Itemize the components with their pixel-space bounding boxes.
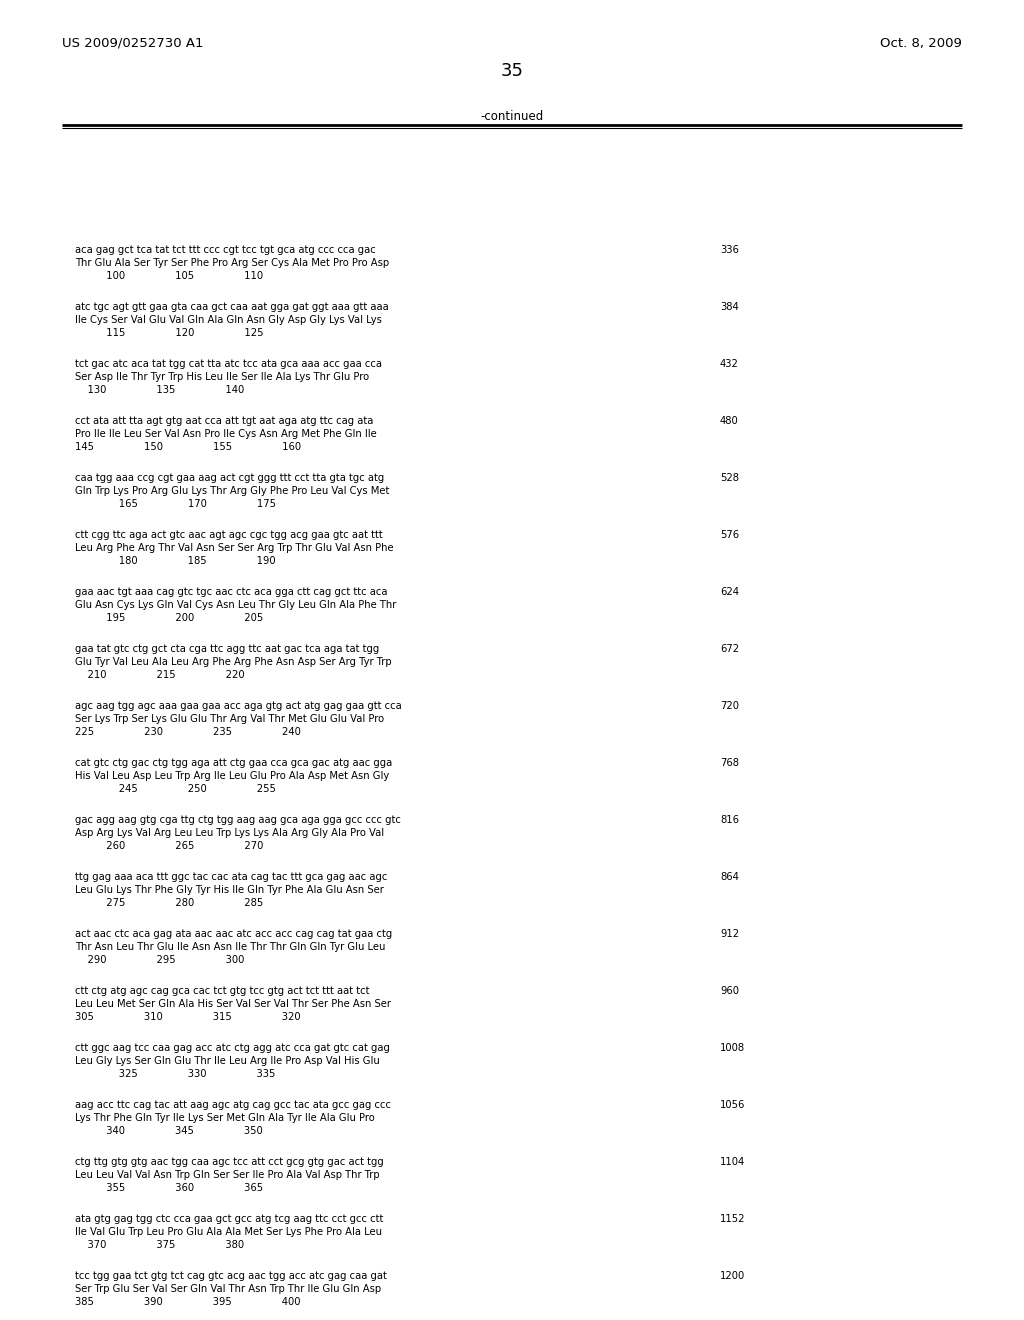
Text: Ile Cys Ser Val Glu Val Gln Ala Gln Asn Gly Asp Gly Lys Val Lys: Ile Cys Ser Val Glu Val Gln Ala Gln Asn …	[75, 315, 382, 325]
Text: Ile Val Glu Trp Leu Pro Glu Ala Ala Met Ser Lys Phe Pro Ala Leu: Ile Val Glu Trp Leu Pro Glu Ala Ala Met …	[75, 1228, 382, 1237]
Text: US 2009/0252730 A1: US 2009/0252730 A1	[62, 37, 204, 50]
Text: 1008: 1008	[720, 1043, 745, 1053]
Text: Thr Glu Ala Ser Tyr Ser Phe Pro Arg Ser Cys Ala Met Pro Pro Asp: Thr Glu Ala Ser Tyr Ser Phe Pro Arg Ser …	[75, 257, 389, 268]
Text: Leu Glu Lys Thr Phe Gly Tyr His Ile Gln Tyr Phe Ala Glu Asn Ser: Leu Glu Lys Thr Phe Gly Tyr His Ile Gln …	[75, 884, 384, 895]
Text: 864: 864	[720, 873, 739, 882]
Text: ctt ggc aag tcc caa gag acc atc ctg agg atc cca gat gtc cat gag: ctt ggc aag tcc caa gag acc atc ctg agg …	[75, 1043, 390, 1053]
Text: 260                265                270: 260 265 270	[75, 841, 263, 851]
Text: 816: 816	[720, 814, 739, 825]
Text: aag acc ttc cag tac att aag agc atg cag gcc tac ata gcc gag ccc: aag acc ttc cag tac att aag agc atg cag …	[75, 1100, 391, 1110]
Text: 245                250                255: 245 250 255	[75, 784, 275, 795]
Text: ctt cgg ttc aga act gtc aac agt agc cgc tgg acg gaa gtc aat ttt: ctt cgg ttc aga act gtc aac agt agc cgc …	[75, 531, 383, 540]
Text: 340                345                350: 340 345 350	[75, 1126, 263, 1137]
Text: 210                215                220: 210 215 220	[75, 671, 245, 680]
Text: Ser Asp Ile Thr Tyr Trp His Leu Ile Ser Ile Ala Lys Thr Glu Pro: Ser Asp Ile Thr Tyr Trp His Leu Ile Ser …	[75, 372, 369, 381]
Text: 528: 528	[720, 473, 739, 483]
Text: Asp Arg Lys Val Arg Leu Leu Trp Lys Lys Ala Arg Gly Ala Pro Val: Asp Arg Lys Val Arg Leu Leu Trp Lys Lys …	[75, 828, 384, 838]
Text: 145                150                155                160: 145 150 155 160	[75, 442, 301, 451]
Text: Thr Asn Leu Thr Glu Ile Asn Asn Ile Thr Thr Gln Gln Tyr Glu Leu: Thr Asn Leu Thr Glu Ile Asn Asn Ile Thr …	[75, 942, 385, 952]
Text: 1056: 1056	[720, 1100, 745, 1110]
Text: 385                390                395                400: 385 390 395 400	[75, 1298, 300, 1307]
Text: atc tgc agt gtt gaa gta caa gct caa aat gga gat ggt aaa gtt aaa: atc tgc agt gtt gaa gta caa gct caa aat …	[75, 302, 389, 312]
Text: 370                375                380: 370 375 380	[75, 1239, 244, 1250]
Text: 1200: 1200	[720, 1271, 745, 1280]
Text: 165                170                175: 165 170 175	[75, 499, 276, 510]
Text: 275                280                285: 275 280 285	[75, 898, 263, 908]
Text: gaa tat gtc ctg gct cta cga ttc agg ttc aat gac tca aga tat tgg: gaa tat gtc ctg gct cta cga ttc agg ttc …	[75, 644, 379, 653]
Text: cat gtc ctg gac ctg tgg aga att ctg gaa cca gca gac atg aac gga: cat gtc ctg gac ctg tgg aga att ctg gaa …	[75, 758, 392, 768]
Text: Glu Asn Cys Lys Gln Val Cys Asn Leu Thr Gly Leu Gln Ala Phe Thr: Glu Asn Cys Lys Gln Val Cys Asn Leu Thr …	[75, 601, 396, 610]
Text: ttg gag aaa aca ttt ggc tac cac ata cag tac ttt gca gag aac agc: ttg gag aaa aca ttt ggc tac cac ata cag …	[75, 873, 387, 882]
Text: 576: 576	[720, 531, 739, 540]
Text: Leu Gly Lys Ser Gln Glu Thr Ile Leu Arg Ile Pro Asp Val His Glu: Leu Gly Lys Ser Gln Glu Thr Ile Leu Arg …	[75, 1056, 380, 1067]
Text: 100                105                110: 100 105 110	[75, 271, 263, 281]
Text: Ser Lys Trp Ser Lys Glu Glu Thr Arg Val Thr Met Glu Glu Val Pro: Ser Lys Trp Ser Lys Glu Glu Thr Arg Val …	[75, 714, 384, 723]
Text: Gln Trp Lys Pro Arg Glu Lys Thr Arg Gly Phe Pro Leu Val Cys Met: Gln Trp Lys Pro Arg Glu Lys Thr Arg Gly …	[75, 486, 389, 496]
Text: aca gag gct tca tat tct ttt ccc cgt tcc tgt gca atg ccc cca gac: aca gag gct tca tat tct ttt ccc cgt tcc …	[75, 246, 376, 255]
Text: 672: 672	[720, 644, 739, 653]
Text: 115                120                125: 115 120 125	[75, 327, 263, 338]
Text: Glu Tyr Val Leu Ala Leu Arg Phe Arg Phe Asn Asp Ser Arg Tyr Trp: Glu Tyr Val Leu Ala Leu Arg Phe Arg Phe …	[75, 657, 391, 667]
Text: 1104: 1104	[720, 1158, 745, 1167]
Text: Leu Arg Phe Arg Thr Val Asn Ser Ser Arg Trp Thr Glu Val Asn Phe: Leu Arg Phe Arg Thr Val Asn Ser Ser Arg …	[75, 543, 393, 553]
Text: Ser Trp Glu Ser Val Ser Gln Val Thr Asn Trp Thr Ile Glu Gln Asp: Ser Trp Glu Ser Val Ser Gln Val Thr Asn …	[75, 1284, 381, 1294]
Text: 130                135                140: 130 135 140	[75, 385, 245, 395]
Text: act aac ctc aca gag ata aac aac atc acc acc cag cag tat gaa ctg: act aac ctc aca gag ata aac aac atc acc …	[75, 929, 392, 939]
Text: ctg ttg gtg gtg aac tgg caa agc tcc att cct gcg gtg gac act tgg: ctg ttg gtg gtg aac tgg caa agc tcc att …	[75, 1158, 384, 1167]
Text: ctt ctg atg agc cag gca cac tct gtg tcc gtg act tct ttt aat tct: ctt ctg atg agc cag gca cac tct gtg tcc …	[75, 986, 370, 997]
Text: gaa aac tgt aaa cag gtc tgc aac ctc aca gga ctt cag gct ttc aca: gaa aac tgt aaa cag gtc tgc aac ctc aca …	[75, 587, 387, 597]
Text: tcc tgg gaa tct gtg tct cag gtc acg aac tgg acc atc gag caa gat: tcc tgg gaa tct gtg tct cag gtc acg aac …	[75, 1271, 387, 1280]
Text: caa tgg aaa ccg cgt gaa aag act cgt ggg ttt cct tta gta tgc atg: caa tgg aaa ccg cgt gaa aag act cgt ggg …	[75, 473, 384, 483]
Text: 336: 336	[720, 246, 739, 255]
Text: Lys Thr Phe Gln Tyr Ile Lys Ser Met Gln Ala Tyr Ile Ala Glu Pro: Lys Thr Phe Gln Tyr Ile Lys Ser Met Gln …	[75, 1113, 375, 1123]
Text: 355                360                365: 355 360 365	[75, 1183, 263, 1193]
Text: 290                295                300: 290 295 300	[75, 954, 245, 965]
Text: 180                185                190: 180 185 190	[75, 556, 275, 566]
Text: Leu Leu Val Val Asn Trp Gln Ser Ser Ile Pro Ala Val Asp Thr Trp: Leu Leu Val Val Asn Trp Gln Ser Ser Ile …	[75, 1170, 380, 1180]
Text: Pro Ile Ile Leu Ser Val Asn Pro Ile Cys Asn Arg Met Phe Gln Ile: Pro Ile Ile Leu Ser Val Asn Pro Ile Cys …	[75, 429, 377, 440]
Text: -continued: -continued	[480, 110, 544, 123]
Text: 432: 432	[720, 359, 739, 370]
Text: 768: 768	[720, 758, 739, 768]
Text: 305                310                315                320: 305 310 315 320	[75, 1012, 301, 1022]
Text: tct gac atc aca tat tgg cat tta atc tcc ata gca aaa acc gaa cca: tct gac atc aca tat tgg cat tta atc tcc …	[75, 359, 382, 370]
Text: 960: 960	[720, 986, 739, 997]
Text: 35: 35	[501, 62, 523, 81]
Text: agc aag tgg agc aaa gaa gaa acc aga gtg act atg gag gaa gtt cca: agc aag tgg agc aaa gaa gaa acc aga gtg …	[75, 701, 401, 711]
Text: 225                230                235                240: 225 230 235 240	[75, 727, 301, 737]
Text: 195                200                205: 195 200 205	[75, 612, 263, 623]
Text: 624: 624	[720, 587, 739, 597]
Text: 912: 912	[720, 929, 739, 939]
Text: gac agg aag gtg cga ttg ctg tgg aag aag gca aga gga gcc ccc gtc: gac agg aag gtg cga ttg ctg tgg aag aag …	[75, 814, 400, 825]
Text: 480: 480	[720, 416, 738, 426]
Text: 1152: 1152	[720, 1214, 745, 1224]
Text: 720: 720	[720, 701, 739, 711]
Text: Leu Leu Met Ser Gln Ala His Ser Val Ser Val Thr Ser Phe Asn Ser: Leu Leu Met Ser Gln Ala His Ser Val Ser …	[75, 999, 391, 1008]
Text: ata gtg gag tgg ctc cca gaa gct gcc atg tcg aag ttc cct gcc ctt: ata gtg gag tgg ctc cca gaa gct gcc atg …	[75, 1214, 383, 1224]
Text: Oct. 8, 2009: Oct. 8, 2009	[880, 37, 962, 50]
Text: cct ata att tta agt gtg aat cca att tgt aat aga atg ttc cag ata: cct ata att tta agt gtg aat cca att tgt …	[75, 416, 374, 426]
Text: 325                330                335: 325 330 335	[75, 1069, 275, 1078]
Text: 384: 384	[720, 302, 738, 312]
Text: His Val Leu Asp Leu Trp Arg Ile Leu Glu Pro Ala Asp Met Asn Gly: His Val Leu Asp Leu Trp Arg Ile Leu Glu …	[75, 771, 389, 781]
